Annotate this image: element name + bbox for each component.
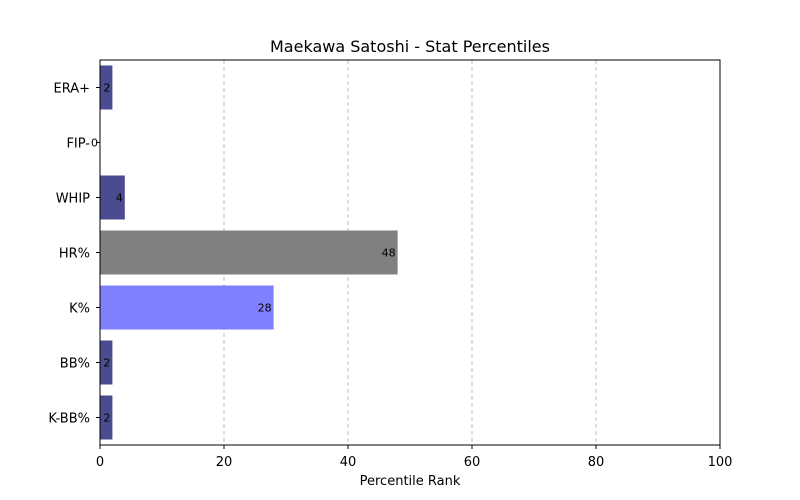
x-tick-label: 80: [588, 455, 605, 470]
x-axis-label: Percentile Rank: [360, 474, 461, 489]
bar-value-label: 0: [91, 137, 98, 150]
y-tick-label: HR%: [59, 247, 90, 262]
bar-value-label: 48: [382, 247, 396, 260]
bar-value-label: 2: [103, 357, 110, 370]
bar-value-label: 2: [103, 412, 110, 425]
bar-value-label: 28: [258, 302, 272, 315]
bar: [100, 230, 398, 275]
x-tick-label: 60: [464, 455, 481, 470]
y-tick-label: K%: [69, 302, 90, 317]
y-tick-label: ERA+: [53, 82, 90, 97]
bar: [100, 340, 113, 385]
bar: [100, 175, 125, 220]
x-tick-label: 0: [96, 455, 104, 470]
x-tick-label: 20: [216, 455, 233, 470]
bar-value-label: 4: [116, 192, 123, 205]
chart-title: Maekawa Satoshi - Stat Percentiles: [270, 37, 550, 56]
bar-value-label: 2: [103, 82, 110, 95]
bar: [100, 285, 274, 330]
y-tick-label: FIP-: [66, 137, 90, 152]
x-tick-label: 100: [708, 455, 733, 470]
bar-layer: [100, 65, 398, 440]
y-tick-label: WHIP: [56, 192, 90, 207]
bar: [100, 65, 113, 110]
bar: [100, 395, 113, 440]
y-tick-label: BB%: [60, 357, 90, 372]
x-tick-label: 40: [340, 455, 357, 470]
y-tick-label: K-BB%: [48, 412, 90, 427]
